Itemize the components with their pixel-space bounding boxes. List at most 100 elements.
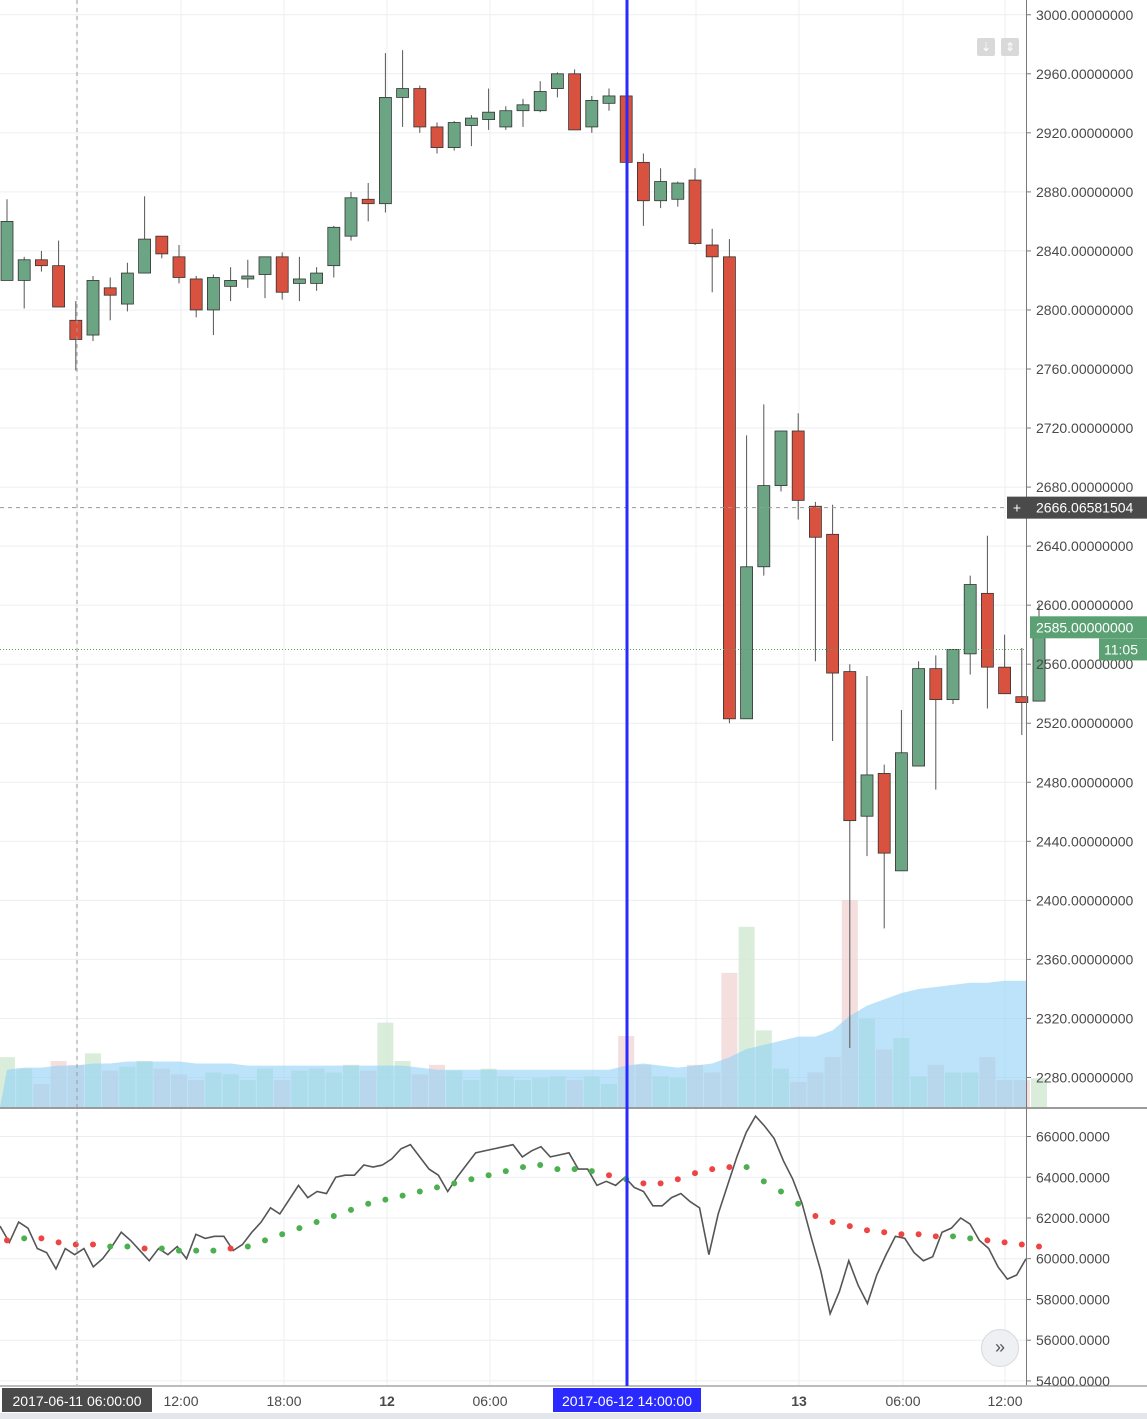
parabolic-dot bbox=[743, 1164, 750, 1171]
parabolic-dot bbox=[38, 1235, 45, 1242]
candle-body bbox=[35, 259, 48, 267]
candle-body bbox=[533, 91, 547, 112]
candle-body bbox=[189, 278, 203, 311]
candle-body bbox=[17, 259, 31, 281]
countdown-label: 11:05 bbox=[1104, 641, 1138, 657]
parabolic-dot bbox=[984, 1237, 991, 1244]
parabolic-dot bbox=[1018, 1241, 1025, 1248]
candle-body bbox=[740, 566, 753, 720]
parabolic-dot bbox=[709, 1166, 716, 1173]
candle-down bbox=[155, 235, 169, 259]
parabolic-dot bbox=[176, 1247, 182, 1254]
candle-up bbox=[206, 274, 220, 336]
candle-body bbox=[946, 649, 960, 701]
oscillator-tick-label: 56000.0000 bbox=[1036, 1332, 1110, 1348]
parabolic-dot bbox=[434, 1184, 440, 1191]
parabolic-dot bbox=[468, 1176, 475, 1183]
candle-body bbox=[551, 73, 564, 89]
crosshair-time-tag bbox=[2, 1388, 152, 1412]
time-tick-label: 06:00 bbox=[472, 1393, 507, 1409]
candle-up bbox=[740, 435, 753, 720]
parabolic-dot bbox=[812, 1212, 819, 1219]
parabolic-dot bbox=[158, 1245, 165, 1252]
double-chevron-right-icon: » bbox=[994, 1337, 1005, 1357]
candle-body bbox=[499, 110, 513, 128]
resize-icon[interactable]: ⇕ bbox=[1001, 38, 1019, 56]
parabolic-dot bbox=[692, 1170, 698, 1177]
parabolic-dot bbox=[244, 1243, 251, 1250]
candle-up bbox=[447, 121, 461, 151]
candle-body bbox=[155, 235, 169, 255]
parabolic-dot bbox=[72, 1241, 79, 1248]
candle-up bbox=[396, 50, 410, 127]
oscillator-tick-label: 58000.0000 bbox=[1036, 1291, 1110, 1307]
candle-down bbox=[637, 153, 650, 226]
candle-up bbox=[895, 709, 908, 872]
candle-up bbox=[912, 661, 925, 767]
candle-body bbox=[310, 272, 324, 284]
candle-up bbox=[516, 98, 530, 127]
price-tick-label: 2520.00000000 bbox=[1036, 715, 1134, 731]
candle-up bbox=[378, 53, 392, 213]
candle-up bbox=[292, 256, 306, 302]
parabolic-dot bbox=[90, 1241, 96, 1248]
parabolic-dot bbox=[262, 1237, 268, 1244]
candles-layer[interactable] bbox=[0, 50, 1046, 1048]
candle-body bbox=[963, 584, 977, 655]
candle-down bbox=[568, 69, 581, 131]
parabolic-dot bbox=[193, 1247, 200, 1254]
parabolic-dot bbox=[1036, 1243, 1042, 1250]
parabolic-dot bbox=[4, 1237, 10, 1244]
time-tick-label: 13 bbox=[791, 1393, 807, 1409]
crosshair-price-tag bbox=[1007, 496, 1147, 519]
parabolic-dot bbox=[778, 1188, 784, 1195]
candle-body bbox=[258, 256, 272, 275]
price-tick-label: 2360.00000000 bbox=[1036, 951, 1134, 967]
parabolic-dot bbox=[640, 1180, 647, 1187]
candle-up bbox=[1032, 603, 1046, 702]
candle-down bbox=[826, 504, 839, 741]
time-tick-label: 12 bbox=[379, 1393, 395, 1409]
parabolic-dot bbox=[967, 1235, 974, 1242]
plus-icon: + bbox=[1013, 500, 1021, 516]
time-tick-label: 12:00 bbox=[987, 1393, 1022, 1409]
candle-body bbox=[292, 278, 306, 284]
candle-down bbox=[843, 664, 857, 1048]
candle-body bbox=[482, 111, 496, 120]
candle-body bbox=[1015, 696, 1029, 703]
candle-body bbox=[671, 182, 685, 200]
candle-body bbox=[241, 275, 255, 280]
candle-up bbox=[86, 276, 100, 341]
price-tick-label: 2640.00000000 bbox=[1036, 538, 1134, 554]
arrow-down-icon[interactable]: ⇣ bbox=[977, 38, 995, 56]
parabolic-dot bbox=[588, 1168, 595, 1175]
price-tick-label: 2440.00000000 bbox=[1036, 833, 1134, 849]
candle-body bbox=[86, 280, 100, 336]
parabolic-dot bbox=[279, 1231, 286, 1238]
volume-bar bbox=[1031, 1078, 1047, 1107]
parabolic-dot bbox=[795, 1200, 802, 1207]
candle-down bbox=[723, 239, 736, 724]
last-price-label: 2585.00000000 bbox=[1036, 619, 1134, 635]
candle-down bbox=[52, 240, 65, 308]
time-tick-label: 18:00 bbox=[266, 1393, 301, 1409]
candle-body bbox=[361, 198, 375, 205]
candle-down bbox=[791, 413, 805, 520]
parabolic-dot bbox=[21, 1235, 28, 1242]
candle-down bbox=[430, 122, 444, 154]
parabolic-dot bbox=[55, 1239, 62, 1246]
candle-body bbox=[981, 592, 994, 668]
oscillator-tick-label: 54000.0000 bbox=[1036, 1373, 1110, 1389]
price-tick-label: 2720.00000000 bbox=[1036, 420, 1134, 436]
candle-body bbox=[275, 256, 289, 293]
scroll-to-realtime-button[interactable]: » bbox=[981, 1329, 1019, 1367]
parabolic-dot bbox=[485, 1172, 492, 1179]
candle-body bbox=[912, 668, 925, 767]
oscillator-grid bbox=[0, 1107, 1147, 1382]
oscillator-line bbox=[0, 1114, 1027, 1317]
candle-body bbox=[121, 272, 134, 305]
candle-up bbox=[533, 81, 547, 113]
